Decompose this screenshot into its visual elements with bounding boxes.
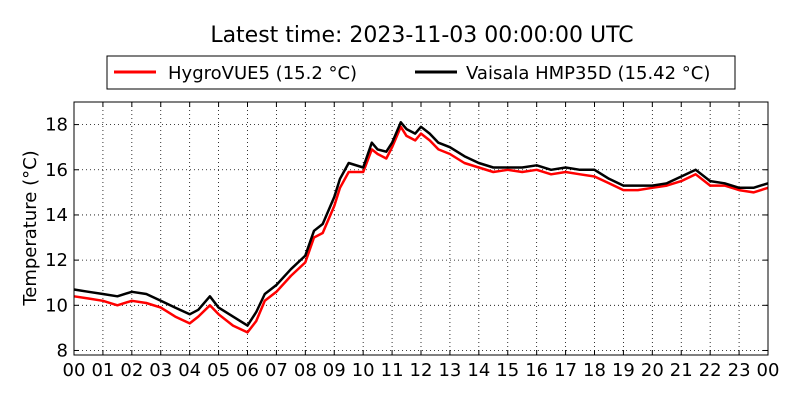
x-tick-label: 08 <box>294 360 317 381</box>
x-tick-label: 09 <box>323 360 346 381</box>
x-tick-label: 13 <box>438 360 461 381</box>
x-tick-label: 00 <box>63 360 86 381</box>
x-tick-label: 01 <box>91 360 114 381</box>
x-axis-tick-labels: 00 01 02 03 04 05 06 07 08 09 10 11 12 13 14 15 16 17 18 19… <box>63 360 780 381</box>
y-tick-label: 14 <box>45 205 68 226</box>
x-tick-label: 14 <box>467 360 490 381</box>
axis-ticks <box>73 102 769 355</box>
legend: HygroVUE5 (15.2 °C) Vaisala HMP35D (15.4… <box>106 55 736 90</box>
x-tick-label: 05 <box>207 360 230 381</box>
y-tick-label: 10 <box>45 295 68 316</box>
series-line-hygrovue5 <box>73 125 769 334</box>
x-tick-label: 21 <box>670 360 693 381</box>
legend-label-vaisala-hmp35d: Vaisala HMP35D (15.42 °C) <box>466 63 710 84</box>
x-tick-label: 03 <box>149 360 172 381</box>
x-tick-label: 10 <box>352 360 375 381</box>
y-tick-label: 16 <box>45 160 68 181</box>
x-tick-label: 06 <box>236 360 259 381</box>
x-tick-label: 07 <box>265 360 288 381</box>
y-axis-tick-labels: 8 10 12 14 16 18 <box>45 115 68 362</box>
y-tick-label: 18 <box>45 115 68 136</box>
x-tick-label: 18 <box>583 360 606 381</box>
series-line-vaisala-hmp35d <box>73 121 769 327</box>
x-tick-label: 23 <box>728 360 751 381</box>
chart-title: Latest time: 2023-11-03 00:00:00 UTC <box>210 23 633 48</box>
x-tick-label: 16 <box>525 360 548 381</box>
series-lines <box>73 121 769 334</box>
x-tick-label: 04 <box>178 360 201 381</box>
x-tick-label: 22 <box>699 360 722 381</box>
y-axis-label: Temperature (°C) <box>20 150 41 306</box>
x-tick-label: 15 <box>496 360 519 381</box>
x-tick-label: 12 <box>410 360 433 381</box>
x-tick-label: 11 <box>381 360 404 381</box>
x-tick-label: 19 <box>612 360 635 381</box>
legend-label-hygrovue5: HygroVUE5 (15.2 °C) <box>168 63 357 84</box>
x-tick-label: 20 <box>641 360 664 381</box>
y-tick-label: 8 <box>57 340 68 361</box>
x-tick-label: 00 <box>757 360 780 381</box>
y-tick-label: 12 <box>45 250 68 271</box>
x-tick-label: 02 <box>120 360 143 381</box>
x-tick-label: 17 <box>554 360 577 381</box>
